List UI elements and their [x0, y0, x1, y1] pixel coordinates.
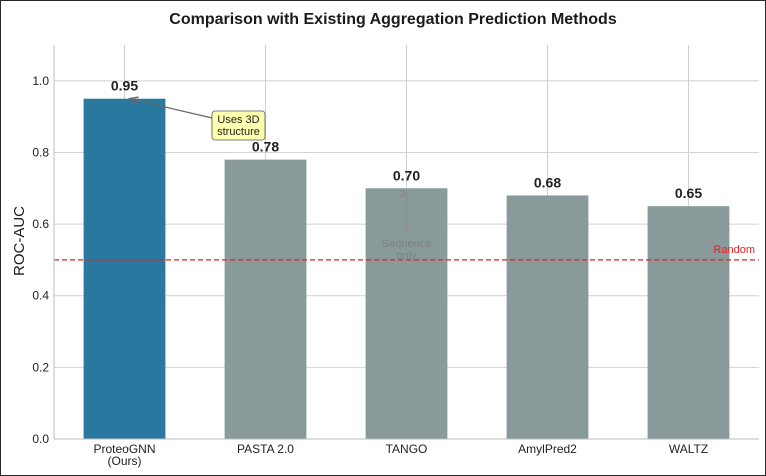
y-tick-label: 0.2 — [32, 360, 49, 374]
bar-4 — [647, 206, 730, 439]
bar-1 — [224, 159, 307, 440]
y-tick-label: 0.4 — [32, 289, 49, 303]
callout-box — [211, 110, 266, 141]
y-tick-label: 0.0 — [32, 432, 49, 446]
value-label-1: 0.78 — [252, 139, 279, 155]
x-tick-label: ProteoGNN (Ours) — [93, 442, 155, 468]
x-tick-label: AmylPred2 — [518, 442, 577, 456]
y-tick-label: 1.0 — [32, 74, 49, 88]
bar-3 — [506, 195, 589, 439]
x-tick-label: PASTA 2.0 — [237, 442, 294, 456]
random-baseline-label: Random — [713, 244, 755, 256]
sequence-only-text-line: Sequence — [382, 238, 432, 250]
sequence-only-text-line: only — [396, 250, 417, 262]
callout-arrow — [130, 99, 213, 119]
chart-title: Comparison with Existing Aggregation Pre… — [169, 11, 617, 28]
value-label-3: 0.68 — [534, 174, 561, 190]
bar-0 — [83, 98, 166, 440]
bars — [54, 98, 759, 440]
y-tick-label: 0.8 — [32, 145, 49, 159]
axes — [53, 45, 759, 440]
value-label-0: 0.95 — [111, 78, 138, 94]
x-tick-label: TANGO — [386, 442, 428, 456]
y-axis-label: ROC-AUC — [11, 206, 28, 276]
y-tick-label: 0.6 — [32, 217, 49, 231]
x-tick-label: WALTZ — [669, 442, 708, 456]
value-label-4: 0.65 — [675, 185, 702, 201]
labels: Random 0.0 0.2 0.4 0.6 0.8 1.0 ProteoGNN (Ours) P… — [32, 74, 755, 468]
value-label-2: 0.70 — [393, 167, 420, 183]
callout-text-line: Uses 3D — [217, 114, 259, 126]
callout-text-line: structure — [217, 126, 260, 138]
